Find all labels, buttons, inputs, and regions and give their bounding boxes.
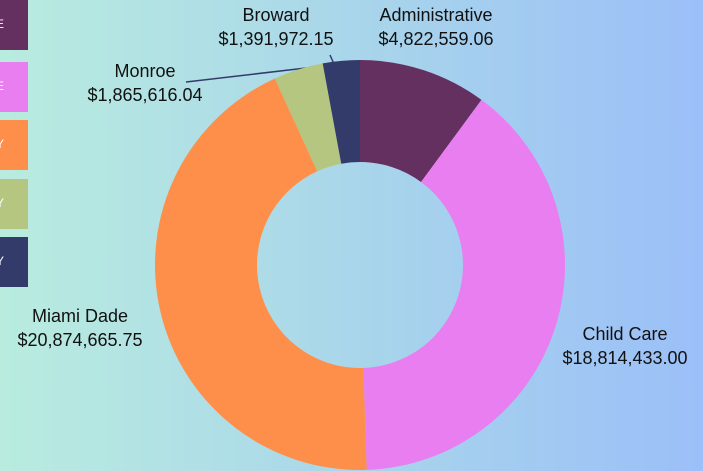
slice-label: Miami Dade — [32, 306, 128, 326]
donut-slice — [155, 78, 367, 470]
donut-slice — [363, 99, 565, 470]
legend-label: Y — [0, 196, 4, 210]
slice-value-label: $1,391,972.15 — [218, 29, 333, 49]
slice-label: Broward — [242, 5, 309, 25]
legend-swatch — [0, 120, 28, 170]
donut-slice — [274, 63, 342, 172]
slice-label: Monroe — [114, 61, 175, 81]
legend-label: E — [0, 17, 4, 31]
legend-swatch — [0, 0, 28, 50]
legend-swatch — [0, 179, 28, 229]
donut-slice — [322, 60, 360, 164]
legend-label: Y — [0, 137, 4, 151]
legend-label: E — [0, 79, 4, 93]
legend-swatch — [0, 62, 28, 112]
slice-value-label: $18,814,433.00 — [562, 348, 687, 368]
leader-line — [185, 67, 307, 83]
donut-slice — [360, 60, 482, 183]
legend-swatch — [0, 237, 28, 287]
slice-label: Administrative — [379, 5, 492, 25]
slice-value-label: $20,874,665.75 — [17, 330, 142, 350]
slice-label: Child Care — [582, 324, 667, 344]
slice-value-label: $4,822,559.06 — [378, 29, 493, 49]
legend-label: Y — [0, 254, 4, 268]
slice-value-label: $1,865,616.04 — [87, 85, 202, 105]
